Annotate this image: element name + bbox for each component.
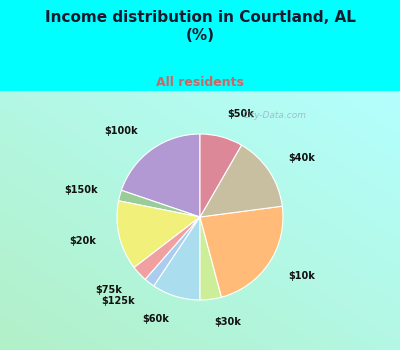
Wedge shape	[200, 134, 242, 217]
Wedge shape	[200, 217, 222, 300]
Wedge shape	[134, 217, 200, 279]
Wedge shape	[119, 190, 200, 217]
Text: $75k: $75k	[96, 285, 122, 295]
Wedge shape	[117, 201, 200, 267]
Text: $60k: $60k	[142, 314, 169, 324]
Wedge shape	[200, 145, 282, 217]
Text: $40k: $40k	[288, 153, 315, 163]
Wedge shape	[145, 217, 200, 286]
Text: $100k: $100k	[104, 126, 138, 136]
Text: $30k: $30k	[214, 317, 241, 327]
Text: $125k: $125k	[102, 296, 135, 306]
Text: $10k: $10k	[288, 271, 315, 281]
Text: City-Data.com: City-Data.com	[242, 111, 306, 120]
Text: $150k: $150k	[64, 184, 97, 195]
Wedge shape	[200, 206, 283, 297]
Text: Income distribution in Courtland, AL
(%): Income distribution in Courtland, AL (%)	[44, 10, 356, 43]
Text: All residents: All residents	[156, 76, 244, 90]
Wedge shape	[122, 134, 200, 217]
Text: $20k: $20k	[70, 236, 96, 246]
Text: $50k: $50k	[228, 110, 254, 119]
Wedge shape	[154, 217, 200, 300]
